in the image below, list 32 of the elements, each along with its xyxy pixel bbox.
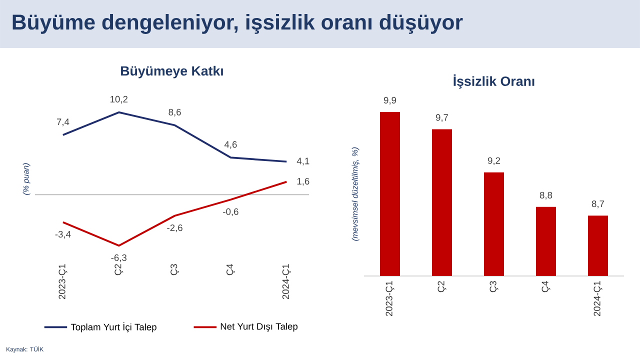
data-label: -6,3: [111, 254, 126, 262]
data-label: 4,1: [296, 158, 310, 166]
x-tick-label: Ç4: [542, 280, 550, 292]
x-tick-label: Ç2: [114, 264, 124, 276]
text: Büyüme dengeleniyor, işsizlik oranı düşüyor: [12, 14, 463, 34]
x-tick-label: 2023-Ç1: [58, 264, 68, 300]
x-tick-label: Ç3: [170, 264, 180, 276]
data-label: 1,6: [297, 178, 310, 186]
data-label: 7,4: [56, 118, 70, 126]
x-tick-label: 2024-Ç1: [282, 264, 291, 300]
y-axis-title: (% puan): [22, 163, 30, 195]
data-label: 8,6: [168, 108, 181, 117]
data-label: 4,6: [224, 141, 237, 149]
data-label: -2,6: [167, 224, 182, 232]
chart-title: Büyümeye Katkı: [121, 66, 223, 78]
x-tick-label: Ç4: [226, 264, 235, 276]
legend-label: Toplam Yurt İçi Talep: [70, 322, 156, 332]
data-label: 9,9: [384, 96, 396, 105]
legend-label: Net Yurt Dışı Talep: [220, 322, 298, 332]
chart-title: İşsizlik Oranı: [454, 74, 534, 89]
x-tick-label: 2024-Ç1: [594, 281, 602, 316]
data-label: 9,2: [488, 157, 500, 166]
x-tick-label: Ç3: [490, 281, 498, 292]
data-label: 8,7: [592, 200, 604, 208]
data-label: 9,7: [436, 114, 448, 122]
data-label: 8,8: [540, 192, 552, 200]
data-label: -3,4: [55, 230, 71, 239]
data-label: 10,2: [110, 96, 128, 104]
x-tick-label: 2023-Ç1: [386, 281, 394, 316]
data-label: -0,6: [223, 208, 238, 216]
y-axis-title: (mevsimsel düzeltilmiş, %): [352, 147, 360, 241]
x-tick-label: Ç2: [438, 281, 446, 292]
